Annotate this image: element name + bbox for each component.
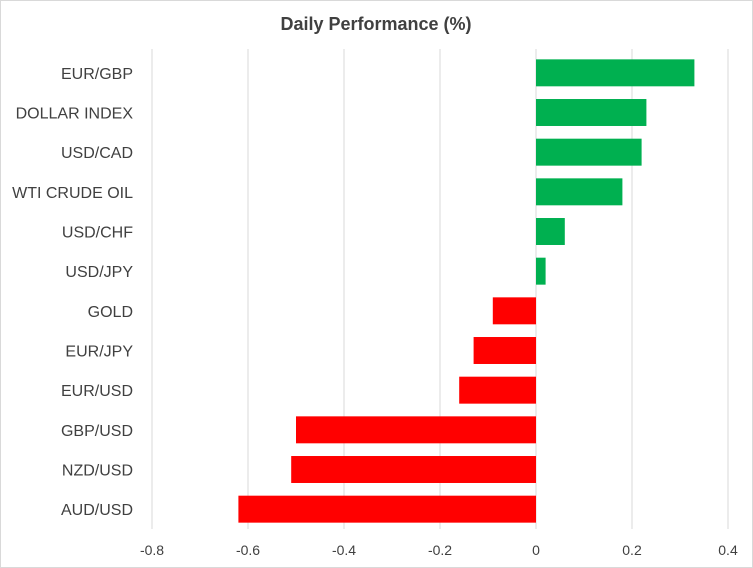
category-label: USD/CHF: [62, 225, 133, 242]
x-tick-label: -0.2: [428, 542, 452, 558]
bar: [492, 297, 536, 325]
category-label: GOLD: [88, 304, 133, 321]
category-labels: EUR/GBP DOLLAR INDEX USD/CAD WTI CRUDE OIL U…: [12, 66, 133, 519]
bar: [536, 138, 642, 166]
x-tick-label: -0.8: [140, 542, 164, 558]
category-label: DOLLAR INDEX: [16, 106, 134, 123]
bar: [296, 416, 536, 444]
category-label: USD/CAD: [61, 145, 133, 162]
category-label: NZD/USD: [62, 463, 133, 480]
bar: [536, 59, 695, 87]
category-label: AUD/USD: [61, 502, 133, 519]
category-label: EUR/USD: [61, 383, 133, 400]
gridlines: [151, 49, 729, 529]
chart-title: Daily Performance (%): [280, 14, 471, 34]
bar: [536, 178, 623, 206]
category-label: GBP/USD: [61, 423, 133, 440]
bars: [238, 59, 695, 523]
bar: [536, 257, 546, 285]
category-label: WTI CRUDE OIL: [12, 185, 133, 202]
x-tick-labels: -0.8 -0.6 -0.4 -0.2 0 0.2 0.4: [140, 542, 738, 558]
category-label: USD/JPY: [65, 264, 133, 281]
bar: [536, 218, 565, 245]
bar: [473, 337, 536, 364]
bar: [536, 99, 647, 126]
x-tick-label: 0.2: [622, 542, 642, 558]
category-label: EUR/JPY: [65, 344, 133, 361]
category-label: EUR/GBP: [61, 66, 133, 83]
x-tick-label: 0.4: [718, 542, 738, 558]
x-tick-label: 0: [532, 542, 540, 558]
bar: [291, 456, 536, 483]
x-tick-label: -0.6: [236, 542, 260, 558]
bar: [459, 376, 536, 404]
bar: [238, 495, 536, 523]
x-tick-label: -0.4: [332, 542, 356, 558]
